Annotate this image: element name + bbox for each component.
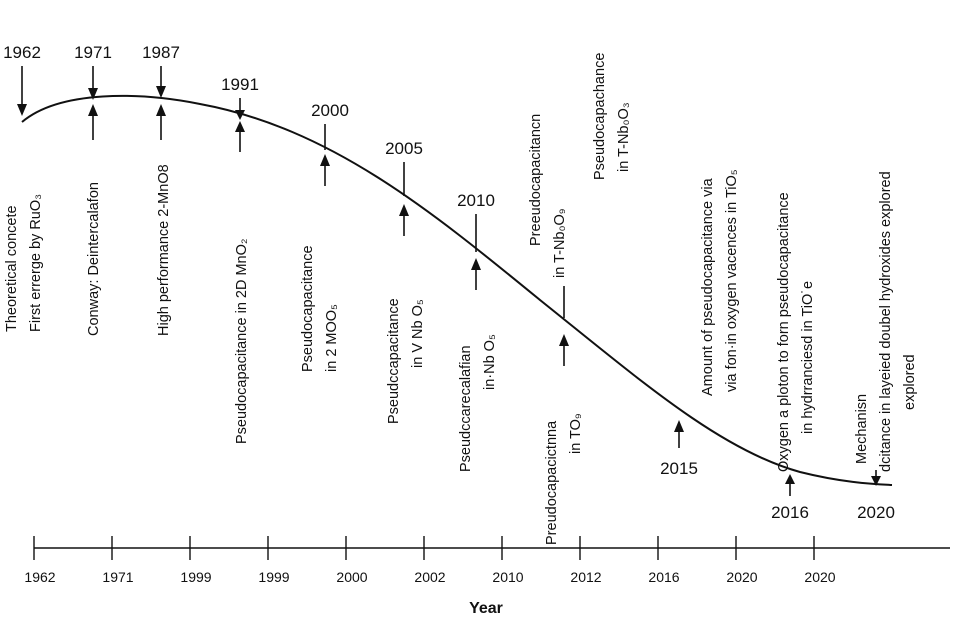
event-year: 2016 xyxy=(771,503,809,522)
arrow-head xyxy=(871,476,881,486)
event-2020: Mechanisn dcitance in layeied doubel hyd… xyxy=(854,171,918,522)
event-label: via fon·in oxygen vacences in TiO₅ xyxy=(724,169,740,392)
event-label: Mechanisn xyxy=(854,394,870,464)
event-year: 2000 xyxy=(311,101,349,120)
event-label: Pseudccarecalafian xyxy=(458,345,474,472)
arrow-head xyxy=(785,474,795,484)
event-label: Pseudocapachance xyxy=(592,53,608,180)
event-label: Conway: Deintercalafon xyxy=(86,182,102,336)
event-to9: Preudocapacictnna in TO₉ xyxy=(544,334,584,545)
event-label: Pseudccapacitance xyxy=(386,298,402,424)
event-1962: 1962 Theoretical concete First errerge b… xyxy=(3,43,44,332)
x-axis-ticks: 1962 1971 1999 1999 2000 2002 2010 2012 2016 2020… xyxy=(24,536,836,585)
x-tick-label: 1999 xyxy=(258,569,289,585)
event-label: First errerge by RuO₃ xyxy=(28,194,44,332)
event-label: Pseudocapacitance xyxy=(300,245,316,372)
x-tick-label: 2012 xyxy=(570,569,601,585)
x-tick-label: 2020 xyxy=(804,569,835,585)
event-2010: 2010 Pseudccarecalafian in·Nb O₅ xyxy=(457,191,498,472)
event-label: in T-Nb₀O₃ xyxy=(616,102,632,172)
event-year: 1962 xyxy=(3,43,41,62)
arrow-head xyxy=(399,204,409,216)
event-2016: Oxygen a ploton to forn pseudocapacitanc… xyxy=(771,192,816,522)
arrow-head xyxy=(88,88,98,100)
x-axis-title: Year xyxy=(469,600,503,617)
event-2005: 2005 Pseudccapacitance in V Nb O₅ xyxy=(385,139,426,424)
timeline-curve xyxy=(21,94,893,486)
x-tick-label: 2010 xyxy=(492,569,523,585)
event-label: High performance 2-MnO8 xyxy=(156,164,172,336)
event-label: explored xyxy=(902,354,918,410)
event-label: Preeudocapacitancn xyxy=(528,114,544,246)
event-year: 2020 xyxy=(857,503,895,522)
event-label: in hydrranciesd in TiO˙e xyxy=(800,281,816,434)
x-tick-label: 2000 xyxy=(336,569,367,585)
event-label: in·Nb O₅ xyxy=(482,334,498,390)
x-tick-label: 2002 xyxy=(414,569,445,585)
event-t-nb-o3: Pseudocapachance in T-Nb₀O₃ xyxy=(592,53,632,180)
event-1987: 1987 High performance 2-MnO8 xyxy=(142,43,180,336)
event-label: in T-Nb₀O₉ xyxy=(552,208,568,278)
event-1971: 1971 Conway: Deintercalafon xyxy=(74,43,112,336)
x-tick-label: 2020 xyxy=(726,569,757,585)
event-label: in TO₉ xyxy=(568,413,584,454)
x-tick-label: 2016 xyxy=(648,569,679,585)
event-label: Oxygen a ploton to forn pseudocapacitanc… xyxy=(776,192,792,472)
event-year: 1987 xyxy=(142,43,180,62)
event-label: Amount of pseudocapacitance via xyxy=(700,177,716,396)
x-tick-label: 1962 xyxy=(24,569,55,585)
event-label: in V Nb O₅ xyxy=(410,299,426,368)
event-year: 2010 xyxy=(457,191,495,210)
event-year: 2015 xyxy=(660,459,698,478)
arrow-head xyxy=(320,154,330,166)
arrow-head xyxy=(674,420,684,432)
event-label: dcitance in layeied doubel hydroxides ex… xyxy=(878,171,894,472)
arrow-head xyxy=(17,104,27,116)
arrow-head xyxy=(156,86,166,98)
event-2015: Amount of pseudocapacitance via via fon·… xyxy=(660,169,740,478)
arrow-head xyxy=(235,121,245,132)
event-2000: 2000 Pseudocapacitance in 2 MOO₅ xyxy=(300,101,349,372)
arrow-head xyxy=(559,334,569,346)
event-label: Pseudocapacitance in 2D MnO₂ xyxy=(234,238,250,444)
arrow-head xyxy=(235,110,245,120)
event-label: Preudocapacictnna xyxy=(544,420,560,545)
x-tick-label: 1999 xyxy=(180,569,211,585)
arrow-head xyxy=(156,104,166,116)
event-year: 1971 xyxy=(74,43,112,62)
event-label: Theoretical concete xyxy=(4,205,20,332)
event-1991: 1991 Pseudocapacitance in 2D MnO₂ xyxy=(221,75,259,444)
x-tick-label: 1971 xyxy=(102,569,133,585)
event-label: in 2 MOO₅ xyxy=(324,304,340,372)
event-year: 1991 xyxy=(221,75,259,94)
event-year: 2005 xyxy=(385,139,423,158)
event-t-nb-o9: Preeudocapacitancn in T-Nb₀O₉ xyxy=(528,114,568,318)
arrow-head xyxy=(88,104,98,116)
arrow-head xyxy=(471,258,481,270)
